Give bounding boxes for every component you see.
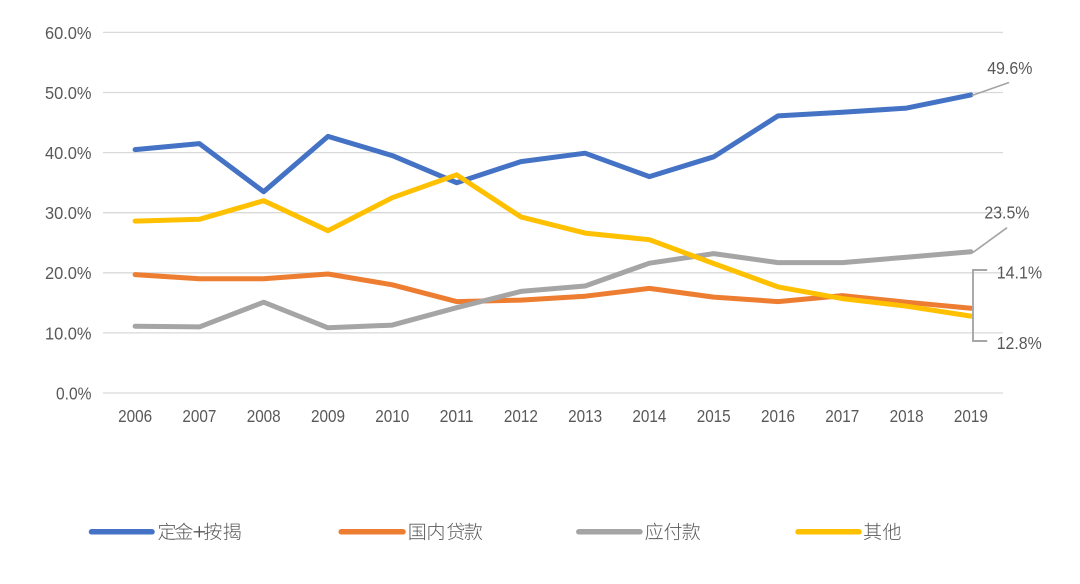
svg-text:2013: 2013 [568,406,602,426]
svg-text:49.6%: 49.6% [987,58,1032,78]
svg-text:2008: 2008 [247,406,281,426]
svg-text:2007: 2007 [182,406,216,426]
svg-text:10.0%: 10.0% [45,323,92,343]
svg-text:2012: 2012 [504,406,538,426]
svg-text:23.5%: 23.5% [984,203,1029,223]
svg-text:2010: 2010 [375,406,409,426]
svg-text:2017: 2017 [825,406,859,426]
svg-text:50.0%: 50.0% [45,83,92,103]
svg-text:2014: 2014 [632,406,666,426]
svg-text:2011: 2011 [440,406,474,426]
svg-text:30.0%: 30.0% [45,203,92,223]
svg-text:12.8%: 12.8% [997,333,1042,353]
svg-text:2006: 2006 [118,406,152,426]
svg-text:40.0%: 40.0% [45,143,92,163]
svg-text:0.0%: 0.0% [56,383,92,403]
svg-text:2015: 2015 [697,406,731,426]
svg-text:2009: 2009 [311,406,345,426]
svg-text:60.0%: 60.0% [45,23,92,43]
svg-text:2019: 2019 [954,406,988,426]
svg-text:20.0%: 20.0% [45,263,92,283]
svg-text:14.1%: 14.1% [997,263,1043,283]
svg-text:2016: 2016 [761,406,795,426]
svg-text:2018: 2018 [890,406,924,426]
